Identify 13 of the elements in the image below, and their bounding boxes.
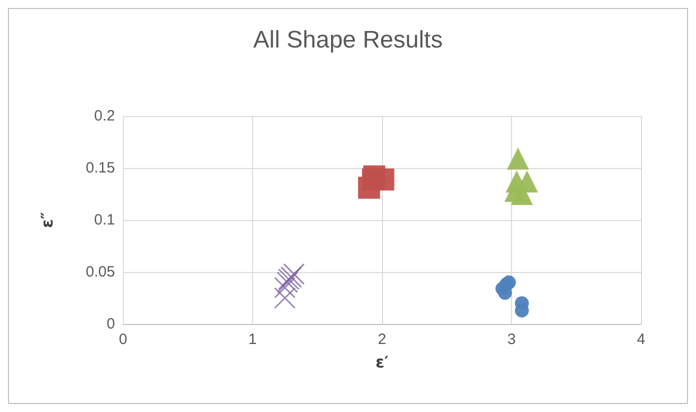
x-tick-label: 1 (248, 331, 257, 348)
y-tick-label: 0 (106, 316, 115, 332)
y-tick-label: 0.1 (94, 212, 115, 228)
x-tick-label: 4 (636, 331, 646, 348)
y-tick-label: 0.15 (86, 160, 115, 176)
y-tick-label: 0.05 (86, 264, 115, 280)
x-tick-label: 2 (378, 331, 386, 348)
x-tick-label: 0 (118, 331, 128, 348)
chart-title: All Shape Results (253, 26, 443, 54)
x-axis-title: ε′ (375, 352, 389, 372)
x-tick-label: 3 (507, 331, 516, 348)
y-tick-label: 0.2 (94, 108, 115, 124)
y-axis-title: ε″ (38, 212, 56, 228)
